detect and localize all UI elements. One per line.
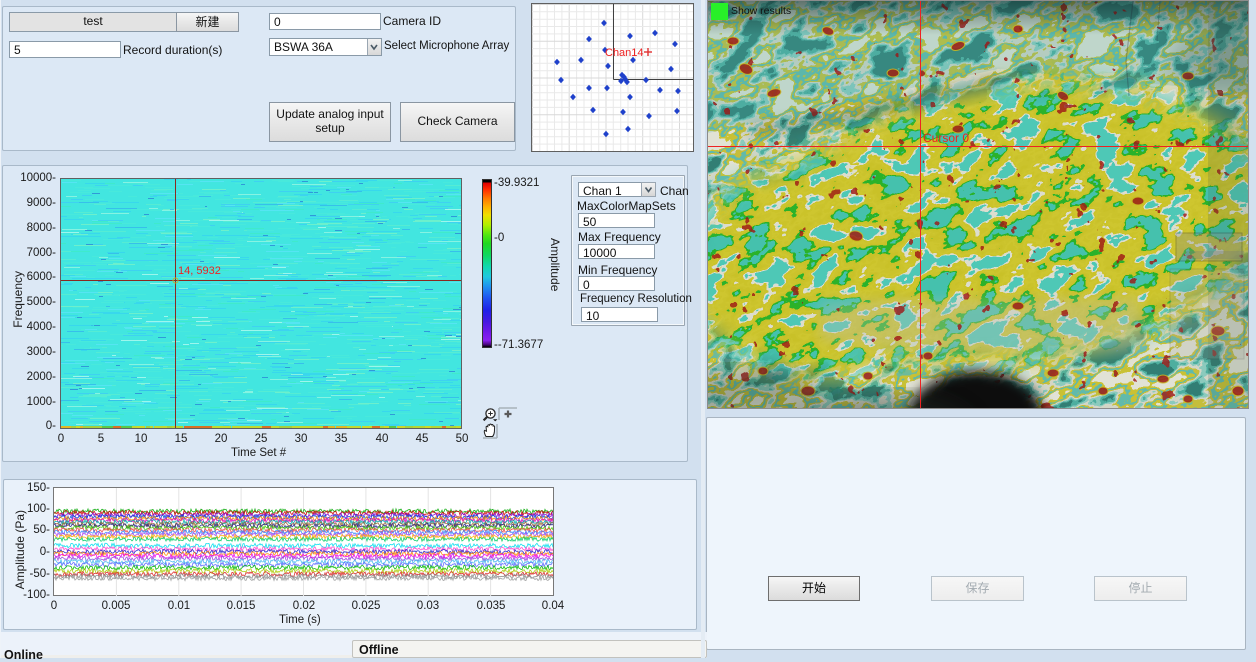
svg-text:Cursor 0: Cursor 0 <box>923 131 969 145</box>
svg-text:Show results: Show results <box>731 5 791 17</box>
svg-text:Chan14: Chan14 <box>605 47 644 59</box>
svg-text:14, 5932: 14, 5932 <box>178 265 221 277</box>
